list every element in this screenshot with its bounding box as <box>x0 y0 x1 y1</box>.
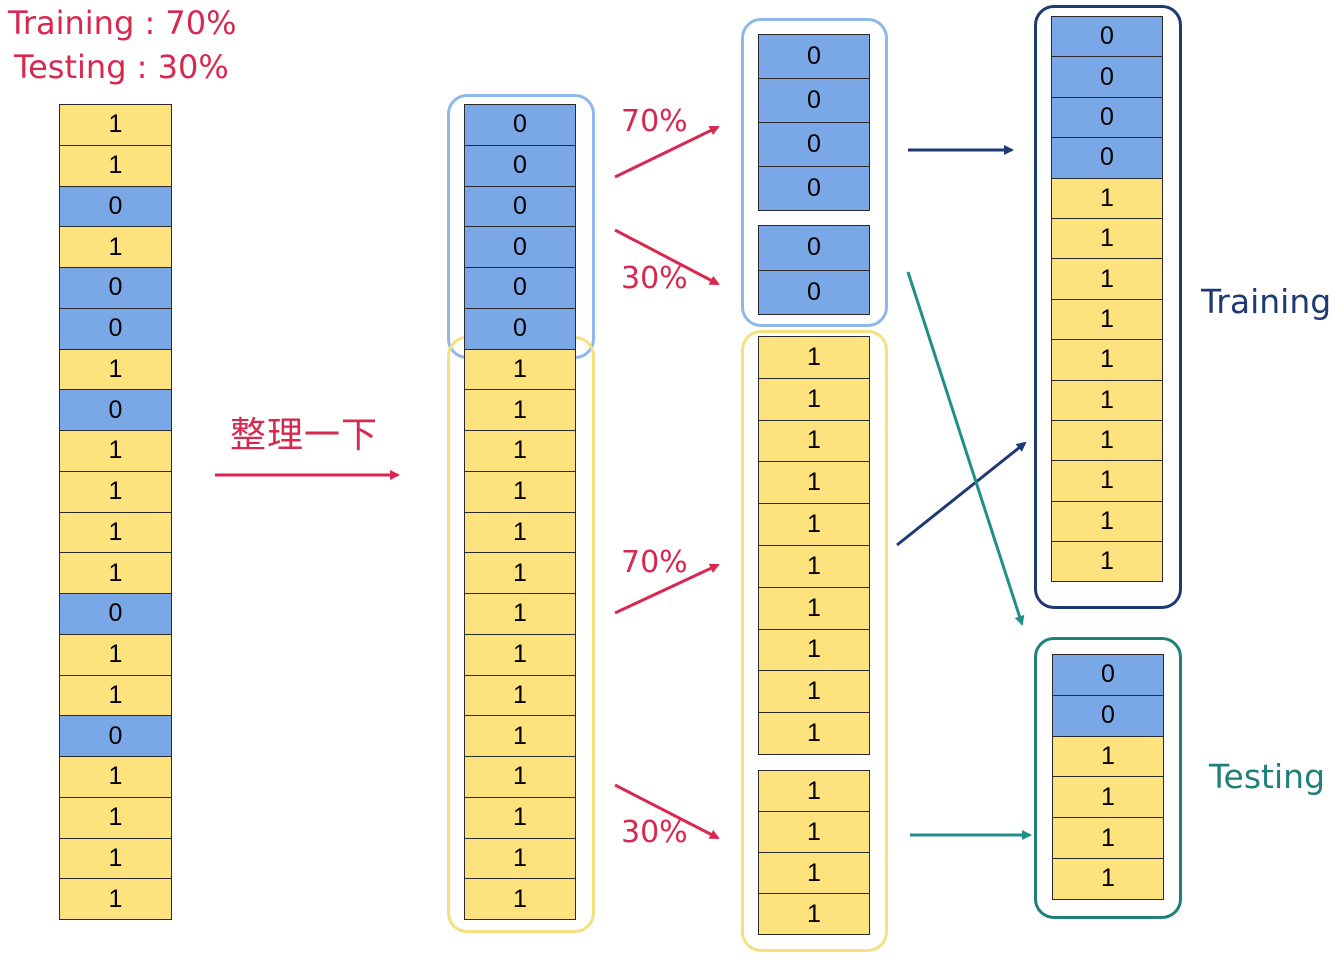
ones-train-cell: 1 <box>758 628 870 672</box>
sort-step-label: 整理一下 <box>230 415 379 456</box>
final-train-cell: 0 <box>1051 96 1163 139</box>
pct-30-bottom-label: 30% <box>621 815 688 850</box>
sorted-cell: 1 <box>464 389 576 431</box>
pct-70-bottom-label: 70% <box>621 545 688 580</box>
ones-test-cell: 1 <box>758 893 870 935</box>
ones-test-cell: 1 <box>758 852 870 894</box>
testing-ratio-label: Testing : 30% <box>14 48 229 86</box>
zeros-train-cell: 0 <box>758 166 870 211</box>
original-cell: 0 <box>59 307 172 350</box>
final-test-cell: 1 <box>1052 817 1164 859</box>
sorted-cell: 0 <box>464 226 576 268</box>
original-cell: 0 <box>59 593 172 635</box>
ones-train-cell: 1 <box>758 419 870 463</box>
original-cell: 0 <box>59 267 172 309</box>
sorted-cell: 1 <box>464 552 576 594</box>
original-cell: 0 <box>59 715 172 757</box>
final-train-cell: 0 <box>1051 137 1163 179</box>
zeros-train-cell: 0 <box>758 34 870 79</box>
final-test-cell: 1 <box>1052 857 1164 900</box>
split-arrow-70-bottom <box>614 563 720 615</box>
final-train-cell: 1 <box>1051 419 1163 462</box>
final-train-cell: 1 <box>1051 217 1163 260</box>
original-cell: 1 <box>59 756 172 798</box>
final-test-cell: 0 <box>1052 694 1164 737</box>
sorted-cell: 0 <box>464 307 576 350</box>
sorted-cell: 1 <box>464 633 576 676</box>
final-train-cell: 1 <box>1051 460 1163 502</box>
pct-70-top-label: 70% <box>621 104 688 139</box>
original-cell: 1 <box>59 144 172 187</box>
arrow-ones-to-training <box>896 441 1027 547</box>
sorted-cell: 1 <box>464 796 576 839</box>
ones-train-cell: 1 <box>758 670 870 714</box>
original-cell: 1 <box>59 552 172 594</box>
zeros-test-cell: 0 <box>758 225 870 271</box>
final-test-cell: 1 <box>1052 776 1164 819</box>
original-cell: 1 <box>59 633 172 676</box>
sorted-cell: 0 <box>464 185 576 228</box>
split-arrow-70-top <box>614 125 720 179</box>
original-cell: 1 <box>59 430 172 472</box>
ones-train-cell: 1 <box>758 544 870 588</box>
final-train-cell: 1 <box>1051 298 1163 341</box>
zeros-train-cell: 0 <box>758 78 870 123</box>
sorted-cell: 1 <box>464 715 576 757</box>
zeros-test-cell: 0 <box>758 269 870 315</box>
ones-train-cell: 1 <box>758 712 870 755</box>
sorted-cell: 1 <box>464 878 576 920</box>
final-train-cell: 1 <box>1051 177 1163 219</box>
final-train-cell: 1 <box>1051 500 1163 543</box>
training-label: Training <box>1201 282 1332 321</box>
ones-train-cell: 1 <box>758 377 870 421</box>
training-ratio-label: Training : 70% <box>8 4 237 42</box>
original-cell: 0 <box>59 389 172 431</box>
split-arrow-30-bottom <box>614 783 720 840</box>
original-cell: 1 <box>59 674 172 717</box>
final-train-cell: 1 <box>1051 541 1163 583</box>
sorted-cell: 1 <box>464 837 576 880</box>
split-arrow-30-top <box>614 228 720 286</box>
original-cell: 1 <box>59 226 172 268</box>
ones-test-cell: 1 <box>758 811 870 853</box>
final-train-cell: 1 <box>1051 379 1163 421</box>
sorted-cell: 0 <box>464 267 576 309</box>
original-cell: 1 <box>59 878 172 920</box>
sorted-cell: 1 <box>464 674 576 717</box>
pct-30-top-label: 30% <box>621 261 688 296</box>
sorted-cell: 1 <box>464 430 576 472</box>
ones-train-cell: 1 <box>758 503 870 546</box>
original-cell: 1 <box>59 511 172 554</box>
arrow-zeros-to-testing <box>906 271 1025 626</box>
testing-label: Testing <box>1209 757 1326 796</box>
original-cell: 1 <box>59 837 172 880</box>
ones-train-cell: 1 <box>758 461 870 505</box>
